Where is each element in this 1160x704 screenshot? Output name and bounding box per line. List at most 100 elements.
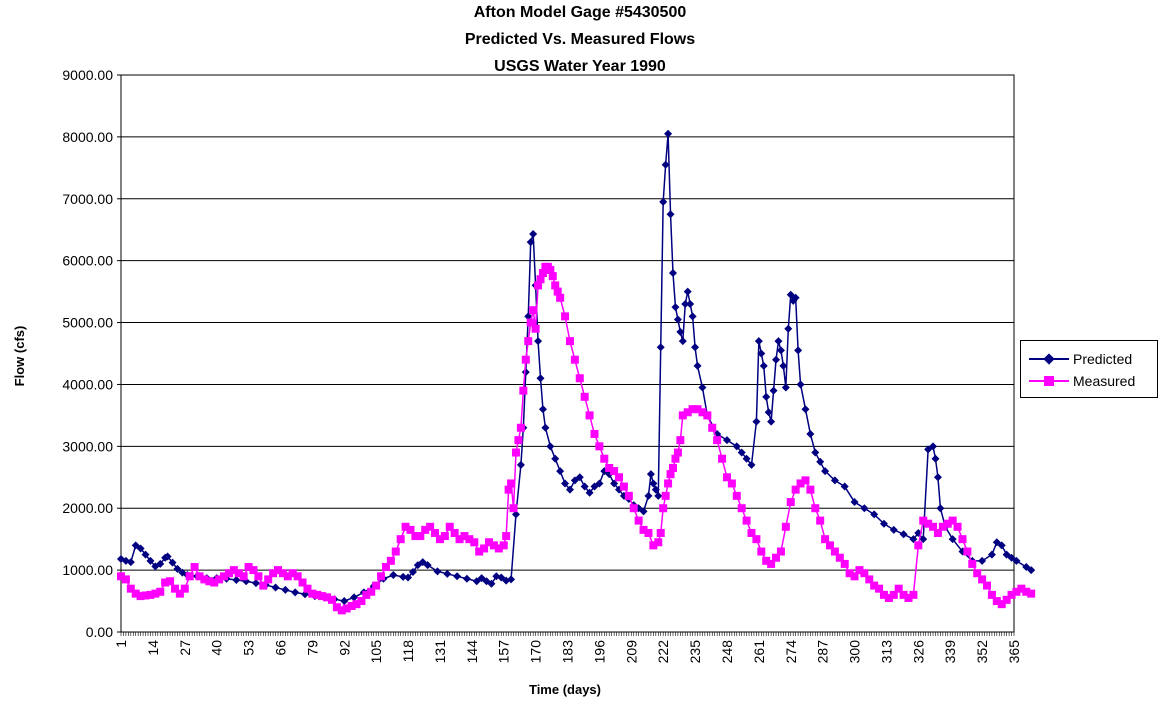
data-point-measured: [566, 337, 574, 345]
data-point-predicted: [860, 504, 868, 512]
x-tick-label: 235: [687, 640, 703, 664]
x-tick-label: 1: [113, 640, 129, 648]
legend-item-measured: Measured: [1029, 371, 1135, 391]
data-point-measured: [669, 464, 677, 472]
data-point-predicted: [546, 442, 554, 450]
data-point-predicted: [556, 467, 564, 475]
data-point-measured: [811, 504, 819, 512]
data-point-predicted: [463, 575, 471, 583]
data-point-predicted: [453, 572, 461, 580]
data-point-measured: [514, 436, 522, 444]
x-tick-label: 196: [591, 640, 607, 664]
y-axis-ticks: 0.001000.002000.003000.004000.005000.006…: [62, 67, 121, 640]
data-point-measured: [392, 548, 400, 556]
data-point-measured: [777, 548, 785, 556]
data-point-measured: [657, 529, 665, 537]
data-point-measured: [532, 325, 540, 333]
data-point-measured: [743, 517, 751, 525]
data-point-predicted: [232, 576, 240, 584]
data-point-predicted: [934, 473, 942, 481]
x-tick-label: 105: [368, 640, 384, 664]
x-tick-label: 261: [751, 640, 767, 664]
data-point-measured: [752, 535, 760, 543]
y-tick-label: 7000.00: [62, 191, 113, 207]
x-tick-label: 326: [910, 640, 926, 664]
data-point-measured: [615, 473, 623, 481]
data-point-measured: [1027, 590, 1035, 598]
data-point-predicted: [794, 346, 802, 354]
data-point-measured: [529, 306, 537, 314]
data-point-measured: [625, 492, 633, 500]
data-point-predicted: [841, 483, 849, 491]
data-point-predicted: [931, 455, 939, 463]
y-tick-label: 9000.00: [62, 67, 113, 83]
data-point-measured: [644, 529, 652, 537]
x-tick-label: 339: [942, 640, 958, 664]
data-point-measured: [556, 294, 564, 302]
data-point-measured: [703, 411, 711, 419]
data-point-predicted: [988, 551, 996, 559]
data-point-measured: [524, 337, 532, 345]
data-point-predicted: [806, 430, 814, 438]
data-point-measured: [600, 455, 608, 463]
data-point-measured: [166, 577, 174, 585]
y-tick-label: 4000.00: [62, 376, 113, 392]
data-point-measured: [733, 492, 741, 500]
data-point-measured: [676, 436, 684, 444]
data-point-measured: [571, 356, 579, 364]
x-tick-label: 222: [655, 640, 671, 664]
data-point-measured: [983, 582, 991, 590]
data-point-measured: [659, 504, 667, 512]
data-point-predicted: [684, 288, 692, 296]
data-point-predicted: [350, 593, 358, 601]
data-point-measured: [590, 430, 598, 438]
data-point-measured: [718, 455, 726, 463]
legend-swatch-predicted: [1029, 352, 1069, 366]
y-tick-label: 0.00: [86, 624, 113, 640]
data-point-predicted: [816, 458, 824, 466]
data-point-predicted: [801, 405, 809, 413]
data-point-predicted: [689, 312, 697, 320]
series-predicted: [117, 130, 1035, 605]
x-axis-title: Time (days): [529, 682, 601, 697]
data-point-measured: [576, 374, 584, 382]
data-point-measured: [954, 523, 962, 531]
x-tick-label: 352: [974, 640, 990, 664]
data-point-predicted: [772, 356, 780, 364]
data-point-measured: [470, 538, 478, 546]
data-point-predicted: [679, 337, 687, 345]
data-point-predicted: [723, 436, 731, 444]
data-point-measured: [586, 411, 594, 419]
data-point-measured: [517, 424, 525, 432]
legend-label-measured: Measured: [1073, 373, 1135, 389]
x-tick-label: 118: [400, 640, 416, 663]
data-point-measured: [254, 572, 262, 580]
data-point-measured: [806, 486, 814, 494]
data-point-measured: [328, 596, 336, 604]
x-tick-label: 53: [241, 640, 257, 656]
x-axis-ticks: 1 14 27 40 53 66 79 92 105 118 131 144 157 170 183 196 2…: [113, 632, 1022, 663]
data-point-measured: [181, 585, 189, 593]
legend-label-predicted: Predicted: [1073, 351, 1132, 367]
data-point-measured: [240, 572, 248, 580]
chart-legend: Predicted Measured: [1020, 340, 1158, 398]
y-tick-label: 8000.00: [62, 129, 113, 145]
data-point-predicted: [900, 530, 908, 538]
x-tick-label: 365: [1006, 640, 1022, 664]
series-measured: [117, 263, 1035, 614]
data-point-measured: [909, 591, 917, 599]
data-point-predicted: [936, 504, 944, 512]
data-point-measured: [968, 560, 976, 568]
data-point-predicted: [671, 303, 679, 311]
data-point-predicted: [644, 492, 652, 500]
data-point-predicted: [541, 424, 549, 432]
data-point-measured: [635, 517, 643, 525]
data-point-measured: [738, 504, 746, 512]
data-point-predicted: [517, 461, 525, 469]
data-point-measured: [510, 504, 518, 512]
data-point-predicted: [252, 579, 260, 587]
data-point-predicted: [770, 387, 778, 395]
data-point-measured: [191, 563, 199, 571]
x-tick-label: 300: [847, 640, 863, 664]
x-tick-label: 27: [177, 640, 193, 656]
